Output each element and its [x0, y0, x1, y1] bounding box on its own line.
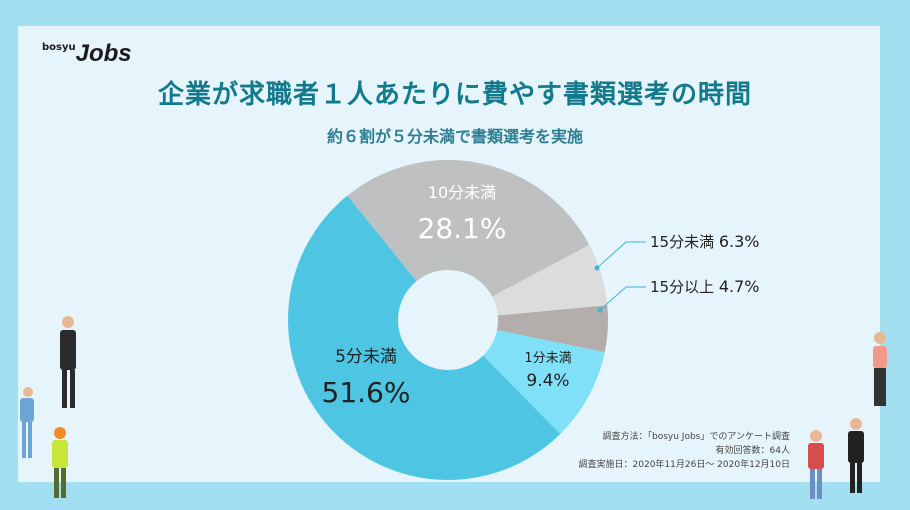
survey-notes: 調査方法：「bosyu Jobs」でのアンケート調査 有効回答数：64人 調査実…	[579, 430, 790, 472]
logo-big: Jobs	[75, 40, 132, 67]
survey-method: 調査方法：「bosyu Jobs」でのアンケート調査	[602, 432, 790, 442]
chart-subtitle: 約６割が５分未満で書類選考を実施	[326, 127, 583, 146]
callout-line	[596, 241, 646, 269]
slice-0	[347, 160, 590, 297]
slice-value: 6.3%	[719, 232, 760, 251]
slice-label: 10分未満	[428, 183, 496, 202]
slice-3	[483, 330, 605, 434]
slice-label: 1分未満	[524, 351, 571, 366]
logo-small: bosyu	[42, 42, 76, 53]
person-illustration-right	[808, 332, 887, 499]
bosyu-jobs-logo: bosyuJobs	[42, 40, 132, 68]
survey-date: 調査実施日：2020年11月26日～ 2020年12月10日	[578, 460, 790, 470]
slice-value: 9.4%	[526, 371, 569, 391]
slice-value: 51.6%	[322, 376, 411, 409]
person-illustration-left	[20, 316, 76, 498]
slice-value: 28.1%	[418, 212, 507, 245]
callout-dot	[597, 307, 603, 313]
callout-line	[599, 286, 646, 311]
slice-callout-label: 15分以上 4.7%	[650, 277, 760, 296]
slice-label: 5分未満	[335, 347, 397, 367]
slice-value: 4.7%	[719, 277, 760, 296]
survey-responses: 有効回答数：64人	[715, 446, 790, 456]
slice-2	[496, 305, 608, 353]
callout-dot	[594, 265, 600, 271]
chart-title: 企業が求職者１人あたりに費やす書類選考の時間	[157, 80, 752, 110]
slice-callout-label: 15分未満 6.3%	[650, 232, 760, 251]
slice-4	[287, 195, 561, 481]
slice-1	[492, 245, 608, 316]
